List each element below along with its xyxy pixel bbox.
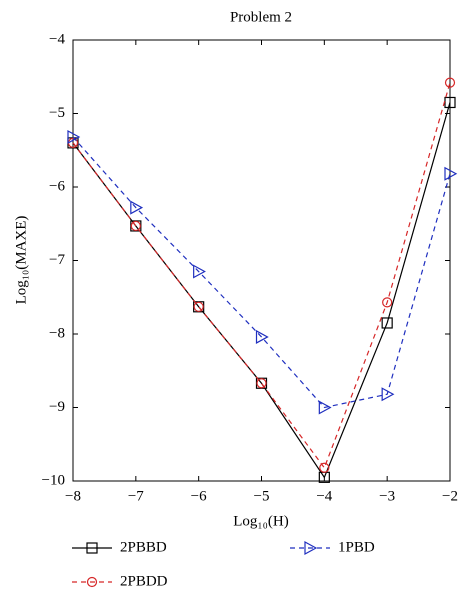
marker xyxy=(130,200,144,215)
y-tick-label: −7 xyxy=(49,252,65,268)
series-line xyxy=(72,102,451,479)
chart-title: Problem 2 xyxy=(230,9,292,25)
x-axis-label: Log₁₀(H) xyxy=(233,513,288,529)
legend-label: 1PBD xyxy=(338,539,375,555)
legend-label: 2PBDD xyxy=(120,573,168,589)
marker xyxy=(67,130,81,145)
marker xyxy=(319,462,330,473)
marker xyxy=(318,400,332,415)
x-tick-label: −7 xyxy=(128,488,144,504)
y-tick-label: −9 xyxy=(49,399,65,415)
legend-marker xyxy=(86,542,98,554)
x-tick-label: −3 xyxy=(379,488,395,504)
marker xyxy=(444,166,458,181)
y-tick-label: −10 xyxy=(42,472,65,488)
legend-marker xyxy=(304,540,318,556)
marker xyxy=(444,77,456,88)
marker xyxy=(193,264,206,279)
series-line xyxy=(72,82,451,470)
x-tick-label: −4 xyxy=(316,488,332,504)
y-tick-label: −4 xyxy=(49,31,65,47)
marker xyxy=(130,220,141,232)
y-axis-label: Log₁₀(MAXE) xyxy=(13,216,29,305)
marker xyxy=(444,96,456,109)
y-tick-label: −5 xyxy=(49,105,65,121)
marker xyxy=(193,301,204,312)
marker xyxy=(381,387,395,402)
marker xyxy=(255,329,269,344)
y-tick-label: −8 xyxy=(49,325,65,341)
marker xyxy=(382,297,393,308)
x-tick-label: −5 xyxy=(254,488,270,504)
y-tick-label: −6 xyxy=(49,178,65,194)
plot-frame xyxy=(72,39,451,482)
marker xyxy=(256,378,267,389)
x-tick-label: −6 xyxy=(191,488,207,504)
marker xyxy=(381,317,393,329)
x-tick-label: −8 xyxy=(65,488,81,504)
legend-marker xyxy=(86,576,98,588)
series-line xyxy=(72,136,451,409)
legend-label: 2PBBD xyxy=(120,539,167,555)
x-tick-label: −2 xyxy=(442,488,458,504)
